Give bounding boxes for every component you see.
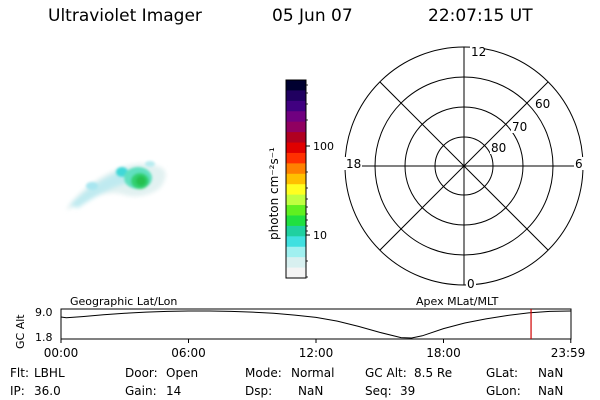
door-value: Open (166, 366, 199, 380)
glat-label: GLat: (486, 366, 519, 380)
glat-value: NaN (538, 366, 564, 380)
glon-label: GLon: (486, 384, 521, 398)
geographic-label: Geographic Lat/Lon (70, 295, 177, 308)
mlt-label-12: 12 (471, 45, 486, 59)
gcalt-label: GC Alt: (365, 366, 407, 380)
gcalt-value: 8.5 Re (414, 366, 453, 380)
colorbar-band (286, 121, 306, 133)
instrument-title: Ultraviolet Imager (48, 6, 202, 26)
colorbar-band (286, 267, 306, 279)
time-label: 22:07:15 UT (428, 6, 533, 26)
gc-alt-line (60, 310, 571, 339)
colorbar-band (286, 184, 306, 196)
x-tick-label: 06:00 (171, 346, 206, 360)
seq-value: 39 (400, 384, 416, 398)
colorbar-band (286, 173, 306, 185)
glon-value: NaN (538, 384, 564, 398)
polar-diagonal-2 (379, 81, 549, 251)
flt-label: Flt: (10, 366, 29, 380)
seq-label: Seq: (365, 384, 392, 398)
x-tick-label: 18:00 (426, 346, 461, 360)
colorbar-tick-label-100: 100 (313, 140, 334, 153)
date-label: 05 Jun 07 (272, 6, 353, 26)
x-tick-label: 12:00 (299, 346, 334, 360)
colorbar-band (286, 100, 306, 112)
ip-label: IP: (10, 384, 25, 398)
colorbar-band (286, 205, 306, 217)
colorbar-gradient (286, 80, 306, 279)
colorbar-band (286, 215, 306, 227)
y-tick-1.8: 1.8 (35, 331, 53, 344)
mlt-label-0: 0 (467, 277, 475, 291)
mode-value: Normal (291, 366, 335, 380)
colorbar-band (286, 142, 306, 154)
orbit-plot-area (60, 309, 571, 339)
x-tick-label: 00:00 (44, 346, 79, 360)
colorbar-band (286, 225, 306, 237)
colorbar-label: photon cm⁻²s⁻¹ (267, 147, 281, 240)
dsp-value: NaN (298, 384, 324, 398)
gain-value: 14 (166, 384, 182, 398)
flt-value: LBHL (34, 366, 65, 380)
colorbar-band (286, 236, 306, 248)
colorbar-band (286, 111, 306, 123)
lat-label-60: 60 (535, 97, 550, 111)
colorbar-band (286, 80, 306, 92)
colorbar-band (286, 194, 306, 206)
colorbar-band (286, 90, 306, 102)
mode-label: Mode: (245, 366, 282, 380)
y-axis-label: GC Alt (14, 314, 27, 349)
colorbar-band (286, 163, 306, 175)
orbit-x-ticks: 00:00 06:00 12:00 18:00 23:59 (44, 339, 586, 360)
colorbar-band (286, 246, 306, 258)
lat-label-80: 80 (491, 141, 506, 155)
lat-label-70: 70 (512, 120, 527, 134)
colorbar-band (286, 152, 306, 164)
dsp-label: Dsp: (245, 384, 273, 398)
orbit-chart-frame (60, 308, 572, 340)
colorbar-tick-label-10: 10 (313, 229, 327, 242)
ip-value: 36.0 (34, 384, 61, 398)
gain-label: Gain: (125, 384, 157, 398)
mlt-label-18: 18 (346, 157, 361, 171)
apex-label: Apex MLat/MLT (416, 295, 499, 308)
door-label: Door: (125, 366, 158, 380)
y-tick-9: 9.0 (35, 306, 53, 319)
colorbar-band (286, 132, 306, 144)
x-tick-label: 23:59 (551, 346, 586, 360)
mlt-label-6: 6 (575, 157, 583, 171)
colorbar-minor-ticks (306, 84, 308, 278)
colorbar-band (286, 257, 306, 269)
